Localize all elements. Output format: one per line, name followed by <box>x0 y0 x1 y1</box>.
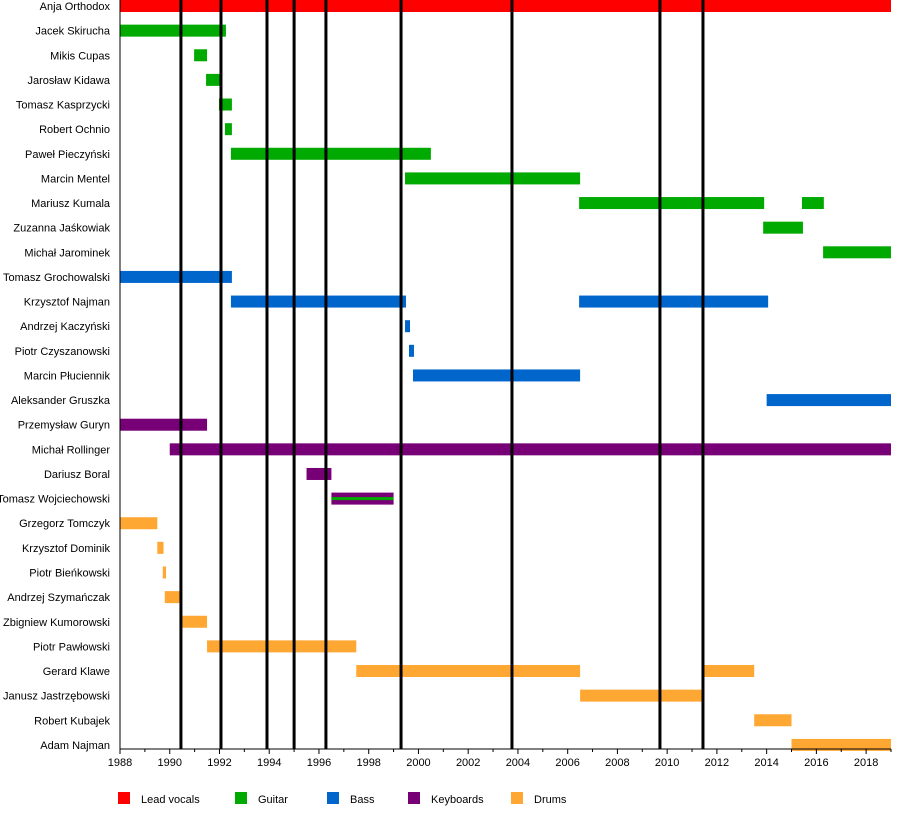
member-label: Piotr Czyszanowski <box>15 346 110 358</box>
legend-swatch <box>408 792 420 804</box>
member-label: Janusz Jastrzębowski <box>3 691 110 703</box>
x-tick-label: 2014 <box>754 757 778 769</box>
member-bar <box>412 369 581 382</box>
member-label: Andrzej Kaczyński <box>20 321 110 333</box>
member-label: Robert Ochnio <box>39 124 110 136</box>
member-label: Michał Jarominek <box>24 247 110 259</box>
legend-swatch <box>327 792 339 804</box>
legend-swatch <box>511 792 523 804</box>
member-bar <box>579 197 765 210</box>
x-tick-label: 1988 <box>108 757 132 769</box>
member-bar <box>331 497 394 501</box>
member-bar <box>801 197 824 210</box>
member-label: Aleksander Gruszka <box>11 395 111 407</box>
member-label: Anja Orthodox <box>40 1 111 13</box>
member-label: Marcin Mentel <box>41 173 110 185</box>
member-label: Paweł Pieczyński <box>25 149 110 161</box>
member-bar <box>182 615 208 628</box>
member-bar <box>766 394 891 407</box>
member-bar <box>763 221 803 234</box>
x-tick-label: 2000 <box>406 757 430 769</box>
x-tick-label: 2016 <box>804 757 828 769</box>
member-label: Mikis Cupas <box>50 50 110 62</box>
member-label: Zuzanna Jaśkowiak <box>13 223 110 235</box>
member-bar <box>194 49 208 62</box>
member-bar <box>169 443 891 456</box>
x-tick-label: 2006 <box>555 757 579 769</box>
member-label: Zbigniew Kumorowski <box>3 617 110 629</box>
legend-swatch <box>118 792 130 804</box>
member-bar <box>230 295 407 308</box>
member-label: Przemysław Guryn <box>18 420 110 432</box>
member-bar <box>120 418 208 431</box>
member-label: Adam Najman <box>40 740 110 752</box>
member-bar <box>791 738 891 751</box>
x-tick-label: 2008 <box>605 757 629 769</box>
x-tick-label: 2012 <box>705 757 729 769</box>
member-bar <box>306 467 332 480</box>
member-label: Mariusz Kumala <box>31 198 111 210</box>
member-bar <box>120 517 158 530</box>
x-tick-label: 2018 <box>854 757 878 769</box>
legend-label: Bass <box>350 794 375 806</box>
member-label: Marcin Płuciennik <box>24 370 111 382</box>
x-tick-label: 1994 <box>257 757 281 769</box>
member-label: Andrzej Szymańczak <box>7 592 110 604</box>
legend-label: Keyboards <box>431 794 484 806</box>
legend-label: Lead vocals <box>141 794 200 806</box>
member-bar <box>409 344 414 357</box>
member-bar <box>164 591 183 604</box>
member-bar <box>120 0 891 12</box>
legend-label: Guitar <box>258 794 288 806</box>
member-bar <box>120 270 232 283</box>
member-bar <box>405 320 410 333</box>
member-bar <box>823 246 891 259</box>
member-bar <box>120 24 226 37</box>
x-tick-label: 2002 <box>456 757 480 769</box>
member-label: Krzysztof Najman <box>24 297 110 309</box>
member-label: Piotr Bieńkowski <box>29 567 110 579</box>
x-tick-label: 1992 <box>207 757 231 769</box>
member-label: Grzegorz Tomczyk <box>19 518 110 530</box>
member-label: Gerard Klawe <box>43 666 110 678</box>
member-bar <box>405 172 581 185</box>
member-bar <box>579 295 769 308</box>
member-label: Tomasz Grochowalski <box>3 272 110 284</box>
x-tick-label: 2010 <box>655 757 679 769</box>
member-label: Tomasz Wojciechowski <box>0 494 110 506</box>
member-label: Piotr Pawłowski <box>33 641 110 653</box>
legend-label: Drums <box>534 794 567 806</box>
member-label: Dariusz Boral <box>44 469 110 481</box>
member-bar <box>754 714 792 727</box>
member-bar <box>157 541 164 554</box>
x-tick-label: 2004 <box>506 757 530 769</box>
x-tick-label: 1990 <box>157 757 181 769</box>
member-bar <box>356 665 581 678</box>
member-label: Tomasz Kasprzycki <box>16 100 110 112</box>
member-label: Jarosław Kidawa <box>27 75 110 87</box>
x-tick-label: 1996 <box>307 757 331 769</box>
member-label: Krzysztof Dominik <box>22 543 111 555</box>
member-bar <box>230 147 431 160</box>
member-label: Robert Kubajek <box>34 715 110 727</box>
member-bar <box>162 566 167 579</box>
member-bar <box>224 123 232 136</box>
member-bar <box>207 640 357 653</box>
member-bar <box>704 665 755 678</box>
member-bar <box>206 73 220 86</box>
x-tick-label: 1998 <box>356 757 380 769</box>
legend-swatch <box>235 792 247 804</box>
member-label: Jacek Skirucha <box>35 26 110 38</box>
member-bar <box>580 689 705 702</box>
member-label: Michał Rollinger <box>32 444 111 456</box>
